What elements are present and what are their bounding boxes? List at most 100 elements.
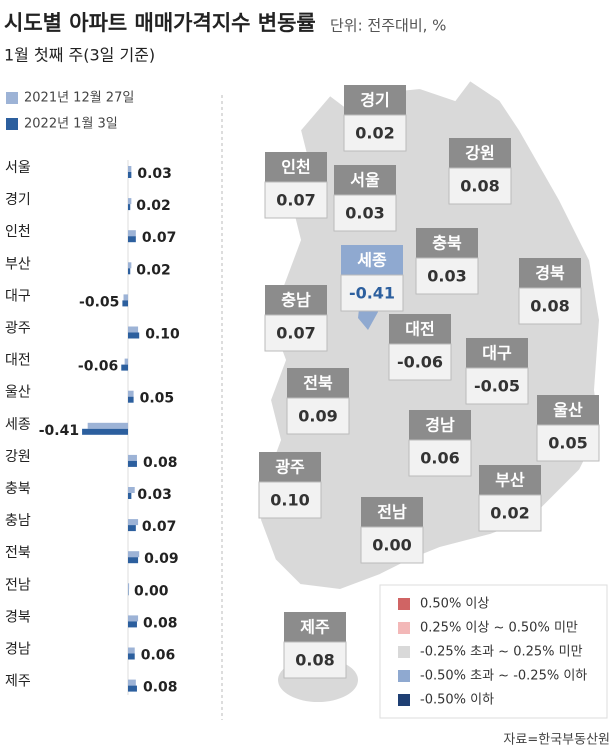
region-name: 전북 <box>303 374 333 393</box>
region-value-box <box>415 257 479 295</box>
region-name: 울산 <box>553 401 583 420</box>
region-name-box <box>259 452 321 482</box>
bar <box>128 647 135 654</box>
category-label: 제주 <box>5 674 31 690</box>
bar <box>87 422 128 429</box>
bar <box>123 294 128 301</box>
legend-color-label: 0.25% 이상 ~ 0.50% 미만 <box>420 621 578 636</box>
bar <box>124 358 128 365</box>
bar <box>128 679 136 686</box>
category-label: 강원 <box>5 449 31 465</box>
region-name: 서울 <box>350 171 380 190</box>
region-value: -0.05 <box>474 377 520 396</box>
region-value-box <box>343 114 407 152</box>
region-value: 0.07 <box>276 191 315 210</box>
value-label: -0.41 <box>39 423 79 439</box>
value-label: 0.08 <box>143 615 178 631</box>
bar <box>128 551 140 558</box>
region-name-box <box>341 245 403 275</box>
region-value: 0.07 <box>276 324 315 343</box>
region-name-box <box>361 497 423 527</box>
region-name-box <box>389 314 451 344</box>
region-value-box <box>388 343 452 381</box>
bar <box>128 653 135 660</box>
region-name: 경북 <box>535 264 565 283</box>
region-name: 대전 <box>405 320 434 339</box>
region-value: -0.41 <box>349 284 395 303</box>
region-value-box <box>448 167 512 205</box>
subtitle: 1월 첫째 주(3일 기준) <box>4 46 155 65</box>
value-label: 0.03 <box>137 166 172 182</box>
region-value: 0.10 <box>270 491 309 510</box>
unit: 단위: 전주대비, % <box>330 17 446 35</box>
legend-color <box>398 670 410 682</box>
category-label: 대전 <box>5 353 31 369</box>
legend-color <box>398 646 410 658</box>
region-value: 0.03 <box>345 204 384 223</box>
bar <box>128 583 130 590</box>
value-label: 0.03 <box>137 487 172 503</box>
value-label: 0.08 <box>143 455 178 471</box>
region-name-box <box>479 465 541 495</box>
legend-label: 2022년 1월 3일 <box>24 117 118 132</box>
region-value: 0.08 <box>530 297 569 316</box>
bar <box>128 615 139 622</box>
region-name-box <box>265 285 327 315</box>
region-value: 0.02 <box>490 504 529 523</box>
region-name-box <box>449 138 511 168</box>
region-value: 0.03 <box>427 267 466 286</box>
value-label: 0.09 <box>144 551 179 567</box>
region-value: 0.08 <box>460 177 499 196</box>
category-label: 부산 <box>5 256 31 272</box>
region-name-box <box>409 410 471 440</box>
category-label: 세종 <box>5 417 31 433</box>
bar <box>128 519 139 526</box>
category-label: 울산 <box>5 385 31 401</box>
value-label: -0.05 <box>79 294 119 310</box>
bar <box>128 487 135 493</box>
region-name-box <box>344 85 406 115</box>
region-name: 충남 <box>281 291 311 310</box>
region-value-box <box>286 397 350 435</box>
region-name: 강원 <box>465 144 494 163</box>
value-label: 0.02 <box>136 262 171 278</box>
region-value-box <box>536 424 600 462</box>
bar <box>128 396 134 403</box>
bar <box>122 300 128 307</box>
bar <box>128 198 132 205</box>
category-label: 인천 <box>5 224 31 240</box>
bar <box>128 557 139 564</box>
region-name: 충북 <box>432 234 462 253</box>
value-label: 0.10 <box>145 327 180 343</box>
region-value: 0.09 <box>298 407 337 426</box>
region-value: -0.06 <box>397 353 443 372</box>
bar <box>128 493 132 499</box>
region-name-box <box>466 338 528 368</box>
region-name: 제주 <box>300 618 330 637</box>
bar <box>128 621 137 628</box>
region-value-box <box>264 314 328 352</box>
bar <box>128 454 137 461</box>
region-value: 0.05 <box>548 434 587 453</box>
legend-color <box>398 622 410 634</box>
legend-label: 2021년 12월 27일 <box>24 91 134 106</box>
category-label: 경기 <box>5 192 31 208</box>
region-value-box <box>340 274 404 312</box>
region-value-box <box>465 367 529 405</box>
legend-color-label: 0.50% 이상 <box>420 597 489 612</box>
legend-color <box>398 694 410 706</box>
legend-color-label: -0.50% 이하 <box>420 693 494 708</box>
region-name-box <box>284 612 346 642</box>
category-label: 경북 <box>5 609 31 625</box>
legend-color <box>398 598 410 610</box>
region-name: 대구 <box>482 344 512 363</box>
category-label: 전북 <box>5 545 31 561</box>
region-name-box <box>265 152 327 182</box>
title: 시도별 아파트 매매가격지수 변동률 <box>4 11 316 35</box>
region-name: 인천 <box>281 158 310 177</box>
region-name-box <box>537 395 599 425</box>
bar <box>128 390 134 397</box>
region-value-box <box>333 194 397 232</box>
category-label: 충북 <box>5 481 31 497</box>
bar <box>128 172 132 178</box>
